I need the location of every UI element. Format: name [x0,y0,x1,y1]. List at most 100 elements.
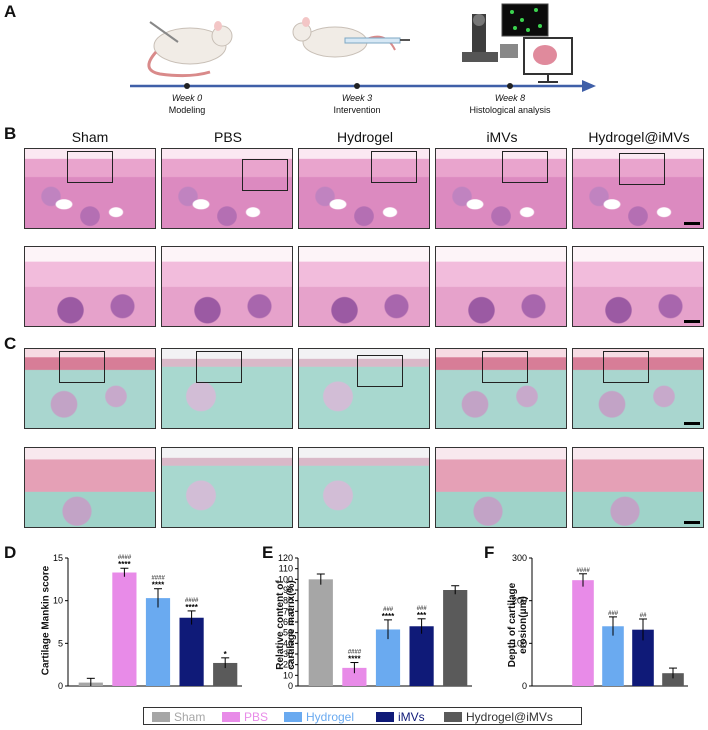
significance-hash: #### [348,650,362,656]
y-tick-label: 10 [283,670,293,680]
so-image-sham-high [24,447,156,528]
y-tick-label: 0 [522,681,527,691]
scale-bar [684,320,700,323]
zoom-box [196,351,242,383]
significance-hash: #### [118,555,132,561]
so-image-sham-low [24,348,156,429]
zoom-box [59,351,105,383]
column-header-sham: Sham [71,129,109,145]
zoom-box [242,159,288,191]
chart-e: 0102030405060708090100110120****####****… [278,553,472,691]
zoom-box [482,351,528,383]
step-label: Intervention [333,105,381,115]
legend-item-imvs: iMVs [376,709,425,725]
bar-hydrogel [145,598,171,686]
zoom-box [619,153,665,185]
he-image-hydrogel-high [298,246,430,327]
legend-swatch [284,712,302,722]
he-image-sham-low [24,148,156,229]
timeline-arrowhead [582,80,596,92]
so-image-hydrogel-high [298,447,430,528]
y-tick-label: 10 [53,596,63,606]
y-tick-label: 40 [283,638,293,648]
panel-label-e: E [262,543,274,562]
legend-label: iMVs [398,710,425,724]
y-tick-label: 0 [288,681,293,691]
column-header-imvs: iMVs [486,129,518,145]
zoom-box [603,351,649,383]
zoom-box [371,151,417,183]
he-image-imvs-high [435,246,567,327]
timeline-caption-1: Week 3 Intervention [297,92,417,116]
significance-hash: ### [417,606,428,612]
bar-pbs [342,667,367,686]
significance-star: * [224,650,228,659]
bar-pbs [572,580,594,686]
significance-star: **** [185,603,198,612]
y-tick-label: 200 [512,596,527,606]
bar-hydrogel-imvs [662,673,684,686]
so-image-hydrogel-imvs-low [572,348,704,429]
timeline-caption-0: Week 0 Modeling [127,92,247,116]
he-image-imvs-low [435,148,567,229]
panel-label-d: D [4,543,17,562]
timeline-caption-2: Week 8 Histological analysis [450,92,570,116]
legend-item-hydrogel-imvs: Hydrogel@iMVs [444,709,553,725]
significance-hash: #### [576,568,590,574]
he-image-pbs-low [161,148,293,229]
week-label: Week 8 [494,93,526,103]
tissue-monitor-illustration [523,37,573,83]
significance-hash: ### [608,611,619,617]
rat-intervention-illustration [292,17,410,58]
legend-label: Hydrogel [306,710,355,724]
scale-bar [684,222,700,225]
he-image-pbs-high [161,246,293,327]
scale-bar [684,422,700,425]
significance-star: **** [348,655,361,664]
he-image-hydrogel-imvs-low [572,148,704,229]
legend-item-pbs: PBS [222,709,268,725]
panel-label-b: B [4,124,17,143]
legend-swatch [152,712,170,722]
legend: Sham PBS Hydrogel iMVs Hydrogel@iMVs [143,707,582,725]
week-label: Week 0 [171,93,203,103]
week-label: Week 3 [341,93,373,103]
legend-item-hydrogel: Hydrogel [284,709,354,725]
zoom-box [67,151,113,183]
significance-hash: #### [185,598,199,604]
y-tick-label: 80 [283,596,293,606]
y-tick-label: 70 [283,606,293,616]
column-header-hydrogel-imvs: Hydrogel@iMVs [588,129,690,145]
so-image-hydrogel-imvs-high [572,447,704,528]
so-image-pbs-high [161,447,293,528]
panel-label-c: C [4,334,17,353]
zoom-box [357,355,403,387]
step-label: Histological analysis [469,105,551,115]
fluorescence-monitor-illustration [501,3,549,37]
so-image-pbs-low [161,348,293,429]
scale-bar [684,521,700,524]
significance-star: **** [152,581,165,590]
significance-hash: #### [151,576,165,582]
y-tick-label: 20 [283,660,293,670]
bar-imvs [409,626,434,686]
bar-imvs [179,617,204,686]
he-image-hydrogel-low [298,148,430,229]
column-header-hydrogel: Hydrogel [336,129,394,145]
significance-hash: ### [383,607,394,613]
y-tick-label: 90 [283,585,293,595]
y-tick-label: 110 [279,564,293,574]
rat-modeling-illustration [147,21,233,78]
bar-hydrogel-imvs [443,590,468,686]
panel-label-a: A [4,2,17,21]
y-tick-label: 300 [512,553,527,563]
column-header-pbs: PBS [213,129,242,145]
panel-label-f: F [484,543,495,562]
significance-star: *** [417,611,427,620]
so-image-imvs-high [435,447,567,528]
he-image-sham-high [24,246,156,327]
y-tick-label: 30 [283,649,293,659]
bar-hydrogel-imvs [213,662,238,686]
y-tick-label: 60 [283,617,293,627]
